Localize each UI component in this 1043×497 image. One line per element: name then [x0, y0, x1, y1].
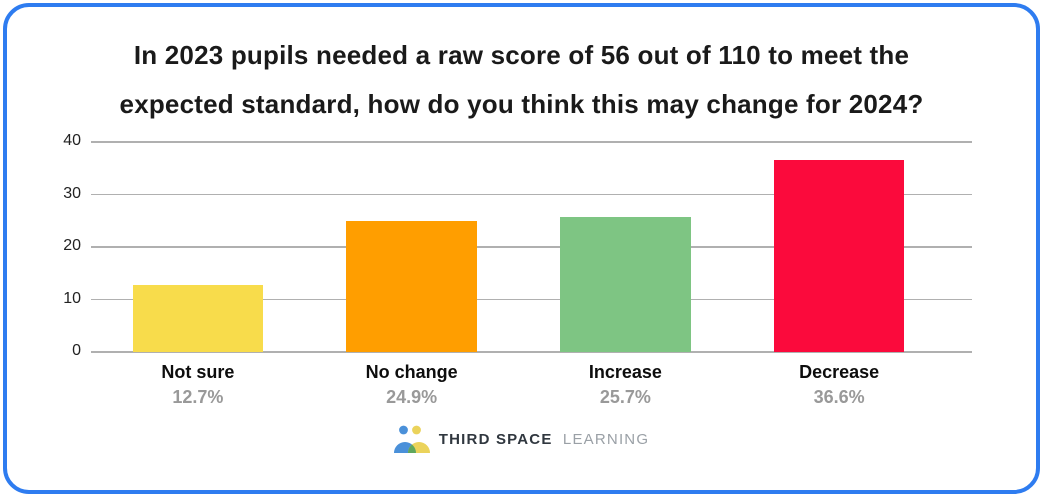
bar-decrease	[773, 159, 905, 352]
bar-not-sure	[132, 285, 264, 352]
plot-area	[91, 141, 972, 353]
footer: THIRD SPACE LEARNING	[7, 425, 1036, 453]
gridlines	[91, 141, 972, 353]
bar-column	[519, 142, 733, 352]
y-tick-label: 30	[63, 184, 81, 202]
category-label-group: Increase 25.7%	[519, 362, 733, 408]
bar-column	[91, 142, 305, 352]
bar-column	[305, 142, 519, 352]
brand-name-primary: THIRD SPACE	[438, 430, 553, 448]
category-label: Increase	[588, 362, 662, 382]
question-card: In 2023 pupils needed a raw score of 56 …	[3, 3, 1040, 494]
bar-increase	[560, 217, 691, 352]
y-tick-label: 10	[63, 289, 81, 307]
bar-column	[732, 142, 946, 352]
y-tick-label: 20	[63, 237, 81, 254]
y-tick-label: 40	[63, 132, 81, 149]
chart-title: In 2023 pupils needed a raw score of 56 …	[7, 31, 1036, 129]
bar-no-change	[346, 221, 477, 352]
chart-title-line1: In 2023 pupils needed a raw score of 56 …	[133, 40, 910, 70]
logo-person-left-head	[398, 425, 408, 435]
gridline	[91, 298, 972, 301]
gridline	[91, 351, 972, 353]
y-axis: 0 10 20 30 40	[47, 132, 85, 359]
plot-wrap: Not sure 12.7% No change 24.9% Increase 25.7%…	[91, 141, 972, 408]
category-label: Decrease	[799, 362, 880, 382]
third-space-learning-logo-icon	[393, 425, 430, 453]
gridline	[91, 246, 972, 248]
category-label: Not sure	[161, 362, 235, 382]
percent-label: 36.6%	[813, 387, 865, 407]
y-tick-label: 0	[72, 342, 81, 359]
category-label-group: No change 24.9%	[305, 362, 519, 408]
percent-label: 12.7%	[172, 387, 224, 407]
percent-label: 24.9%	[386, 387, 438, 407]
gridline	[91, 141, 972, 143]
bar-chart: 0 10 20 30 40 Not sure 12.7% No change 24.9% Inc…	[7, 132, 1036, 408]
category-label-group: Not sure 12.7%	[91, 362, 305, 408]
bars	[91, 142, 972, 352]
category-label-group: Decrease 36.6%	[732, 362, 946, 408]
logo-person-right-head	[411, 425, 421, 435]
category-label: No change	[365, 362, 458, 382]
x-labels: Not sure 12.7% No change 24.9% Increase 25.7%…	[91, 362, 972, 408]
brand-wordmark: THIRD SPACE LEARNING	[439, 431, 649, 448]
brand-name-secondary: LEARNING	[562, 430, 650, 448]
gridline	[91, 193, 972, 196]
percent-label: 25.7%	[599, 387, 651, 407]
chart-title-line2: expected standard, how do you think this…	[119, 89, 924, 119]
